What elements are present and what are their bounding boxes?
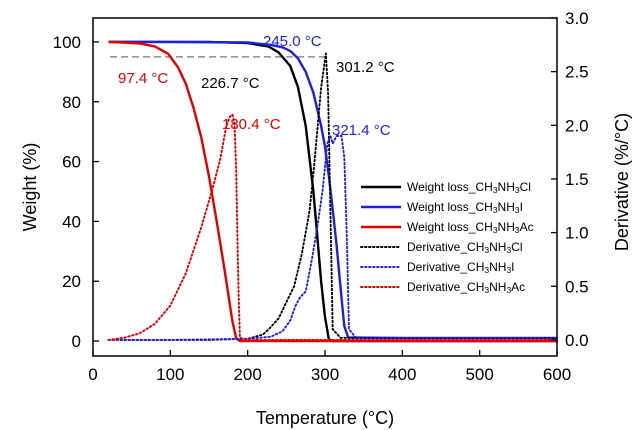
y-left-tick-label: 60 bbox=[62, 153, 81, 172]
legend-label-2: Weight loss_CH3NH3I bbox=[407, 200, 523, 215]
y-right-tick-label: 3.0 bbox=[565, 9, 589, 28]
series-line-4 bbox=[107, 52, 558, 341]
y-left-tick-label: 80 bbox=[62, 93, 81, 112]
y-right-tick-label: 1.5 bbox=[565, 170, 589, 189]
series-line-6 bbox=[107, 113, 558, 341]
y-left-tick-label: 20 bbox=[62, 272, 81, 291]
x-tick-label: 300 bbox=[311, 365, 339, 384]
series-line-2 bbox=[108, 40, 557, 340]
peak-annotation-2: 226.7 °C bbox=[201, 75, 260, 92]
legend-label-1: Weight loss_CH3NH3Cl bbox=[407, 180, 531, 195]
y-left-tick-label: 100 bbox=[53, 33, 81, 52]
x-tick-label: 400 bbox=[388, 365, 416, 384]
y-right-tick-label: 2.5 bbox=[565, 63, 589, 82]
series-layer bbox=[107, 40, 558, 343]
y-left-tick-label: 0 bbox=[72, 332, 81, 351]
legend-label-4: Derivative_CH3NH3Cl bbox=[407, 240, 523, 255]
y-left-tick-label: 40 bbox=[62, 212, 81, 231]
x-tick-label: 100 bbox=[156, 365, 184, 384]
legend-label-6: Derivative_CH3NH3Ac bbox=[407, 280, 525, 295]
legend-label-3: Weight loss_CH3NH3Ac bbox=[407, 220, 534, 235]
peak-annotation-1: 97.4 °C bbox=[118, 70, 168, 87]
y-axis-left-title: Weight (%) bbox=[20, 143, 40, 232]
x-tick-label: 600 bbox=[543, 365, 571, 384]
series-line-5 bbox=[107, 135, 558, 341]
peak-annotation-5: 301.2 °C bbox=[336, 59, 395, 76]
x-tick-label: 0 bbox=[88, 365, 97, 384]
x-axis-title: Temperature (°C) bbox=[256, 408, 394, 428]
x-tick-label: 500 bbox=[465, 365, 493, 384]
annotations: 97.4 °C 226.7 °C 245.0 °C 180.4 °C 301.2 °C 3… bbox=[118, 33, 395, 139]
series-line-3 bbox=[108, 40, 557, 343]
y-axis-right-title: Derivative (%/°C) bbox=[612, 113, 632, 251]
y-right-tick-label: 1.0 bbox=[565, 224, 589, 243]
peak-annotation-6: 321.4 °C bbox=[332, 122, 391, 139]
legend: Weight loss_CH3NH3Cl Weight loss_CH3NH3I W… bbox=[360, 180, 534, 295]
y-right-tick-label: 0.5 bbox=[565, 277, 589, 296]
ticks-layer: 0 100 200 300 400 500 600 0 20 40 60 80 100 0.0 0.5 1.0… bbox=[53, 9, 589, 384]
x-tick-label: 200 bbox=[233, 365, 261, 384]
peak-annotation-3: 245.0 °C bbox=[263, 33, 322, 50]
y-right-tick-label: 2.0 bbox=[565, 116, 589, 135]
legend-label-5: Derivative_CH3NH3I bbox=[407, 260, 515, 275]
peak-annotation-4: 180.4 °C bbox=[222, 116, 281, 133]
y-right-tick-label: 0.0 bbox=[565, 331, 589, 350]
